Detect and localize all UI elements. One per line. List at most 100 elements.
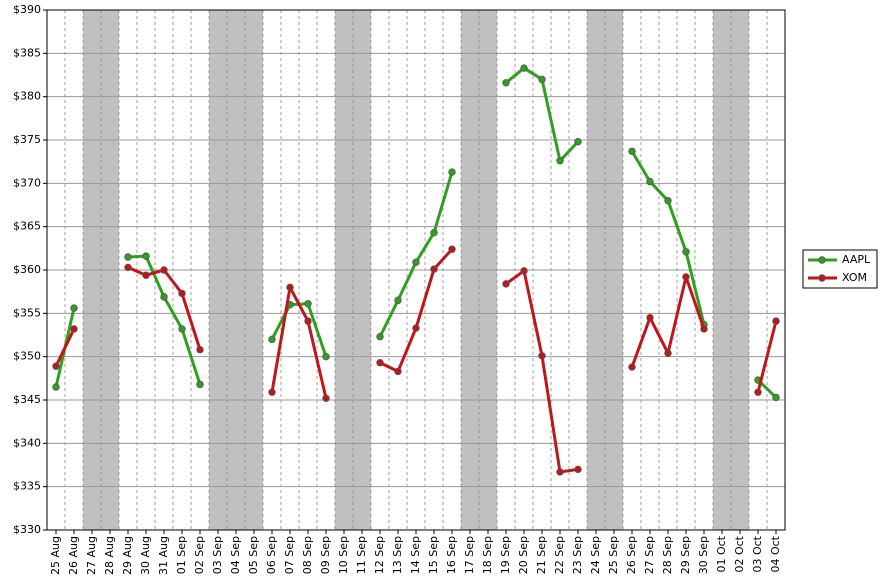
x-tick-label: 02 Oct <box>733 535 746 572</box>
legend-box <box>802 249 878 289</box>
point <box>394 367 402 376</box>
x-tick-label: 04 Oct <box>769 535 782 572</box>
x-tick-label: 19 Sep <box>499 536 512 574</box>
x-tick-label: 01 Oct <box>715 535 728 572</box>
x-tick-label: 24 Sep <box>589 536 602 574</box>
x-tick-label: 30 Sep <box>697 536 710 574</box>
point <box>628 363 636 371</box>
x-tick-label: 23 Sep <box>571 536 584 574</box>
x-tick-label: 13 Sep <box>391 536 404 574</box>
y-tick-label: $340 <box>13 436 41 449</box>
point <box>322 394 330 402</box>
x-tick-label: 25 Sep <box>607 536 620 574</box>
point <box>286 283 294 292</box>
x-tick-label: 03 Oct <box>751 535 764 572</box>
point <box>754 388 762 396</box>
x-tick-label: 26 Sep <box>625 536 638 574</box>
legend-marker <box>818 256 826 264</box>
point <box>682 248 690 256</box>
point <box>628 147 636 155</box>
y-tick-label: $370 <box>13 176 41 189</box>
y-tick-label: $360 <box>13 263 41 276</box>
x-tick-label: 04 Sep <box>229 536 242 574</box>
y-tick-label: $330 <box>13 523 41 536</box>
point <box>304 300 312 308</box>
point <box>448 168 456 176</box>
point <box>412 324 420 332</box>
point <box>196 380 204 389</box>
point <box>196 346 204 354</box>
x-tick-label: 22 Sep <box>553 536 566 574</box>
point <box>520 64 528 72</box>
x-tick-label: 15 Sep <box>427 536 440 574</box>
x-tick-label: 02 Sep <box>193 536 206 574</box>
y-tick-label: $385 <box>13 46 41 59</box>
point <box>52 383 60 391</box>
point <box>160 266 168 274</box>
x-tick-label: 26 Aug <box>67 536 80 575</box>
point <box>52 362 60 370</box>
point <box>430 265 438 273</box>
point <box>502 280 510 288</box>
x-tick-label: 21 Sep <box>535 536 548 574</box>
point <box>268 388 276 396</box>
point <box>646 177 654 186</box>
point <box>574 138 582 146</box>
point <box>178 289 186 298</box>
point <box>394 296 402 305</box>
point <box>538 75 546 84</box>
point <box>376 333 384 341</box>
point <box>124 263 132 272</box>
x-tick-label: 29 Aug <box>121 536 134 575</box>
x-tick-label: 03 Sep <box>211 536 224 574</box>
point <box>772 317 780 325</box>
point <box>646 313 654 322</box>
point <box>772 393 780 402</box>
x-tick-label: 27 Aug <box>85 536 98 575</box>
y-tick-label: $355 <box>13 306 41 319</box>
x-tick-label: 01 Sep <box>175 536 188 574</box>
y-tick-label: $350 <box>13 350 41 363</box>
point <box>268 335 276 344</box>
point <box>574 465 582 474</box>
point <box>682 273 690 281</box>
point <box>70 325 78 333</box>
y-tick-label: $335 <box>13 480 41 493</box>
y-tick-label: $345 <box>13 393 41 406</box>
x-tick-label: 11 Sep <box>355 536 368 574</box>
x-tick-label: 14 Sep <box>409 536 422 574</box>
x-tick-label: 25 Aug <box>49 536 62 575</box>
point <box>376 359 384 367</box>
point <box>142 271 150 279</box>
x-tick-label: 08 Sep <box>301 536 314 574</box>
legend-label: XOM <box>842 271 867 284</box>
x-tick-label: 28 Sep <box>661 536 674 574</box>
x-tick-label: 05 Sep <box>247 536 260 574</box>
point <box>520 267 528 275</box>
point <box>142 252 150 260</box>
point <box>556 157 564 165</box>
x-tick-label: 18 Sep <box>481 536 494 574</box>
x-tick-label: 06 Sep <box>265 536 278 574</box>
point <box>304 317 312 325</box>
point <box>448 245 456 253</box>
y-tick-label: $390 <box>13 3 41 16</box>
point <box>322 352 330 361</box>
x-tick-label: 10 Sep <box>337 536 350 574</box>
point <box>70 304 78 312</box>
y-tick-label: $365 <box>13 220 41 233</box>
point <box>664 196 672 205</box>
point <box>124 253 132 261</box>
x-tick-label: 17 Sep <box>463 536 476 574</box>
y-tick-label: $380 <box>13 90 41 103</box>
x-tick-label: 12 Sep <box>373 536 386 574</box>
x-tick-label: 31 Aug <box>157 536 170 575</box>
legend-marker <box>818 274 826 282</box>
x-tick-label: 20 Sep <box>517 536 530 574</box>
x-tick-label: 16 Sep <box>445 536 458 574</box>
x-tick-label: 09 Sep <box>319 536 332 574</box>
point <box>556 468 564 476</box>
x-tick-label: 29 Sep <box>679 536 692 574</box>
y-tick-label: $375 <box>13 133 41 146</box>
